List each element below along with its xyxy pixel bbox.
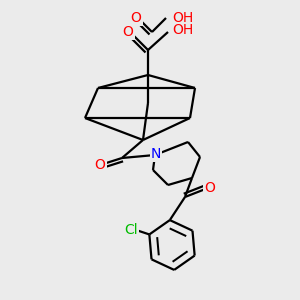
Text: O: O [130, 11, 141, 25]
Text: N: N [151, 147, 161, 161]
Text: OH: OH [172, 11, 193, 25]
Text: O: O [123, 25, 134, 39]
Text: Cl: Cl [124, 224, 138, 237]
Text: O: O [205, 181, 215, 195]
Text: O: O [94, 158, 105, 172]
Text: OH: OH [172, 23, 193, 37]
